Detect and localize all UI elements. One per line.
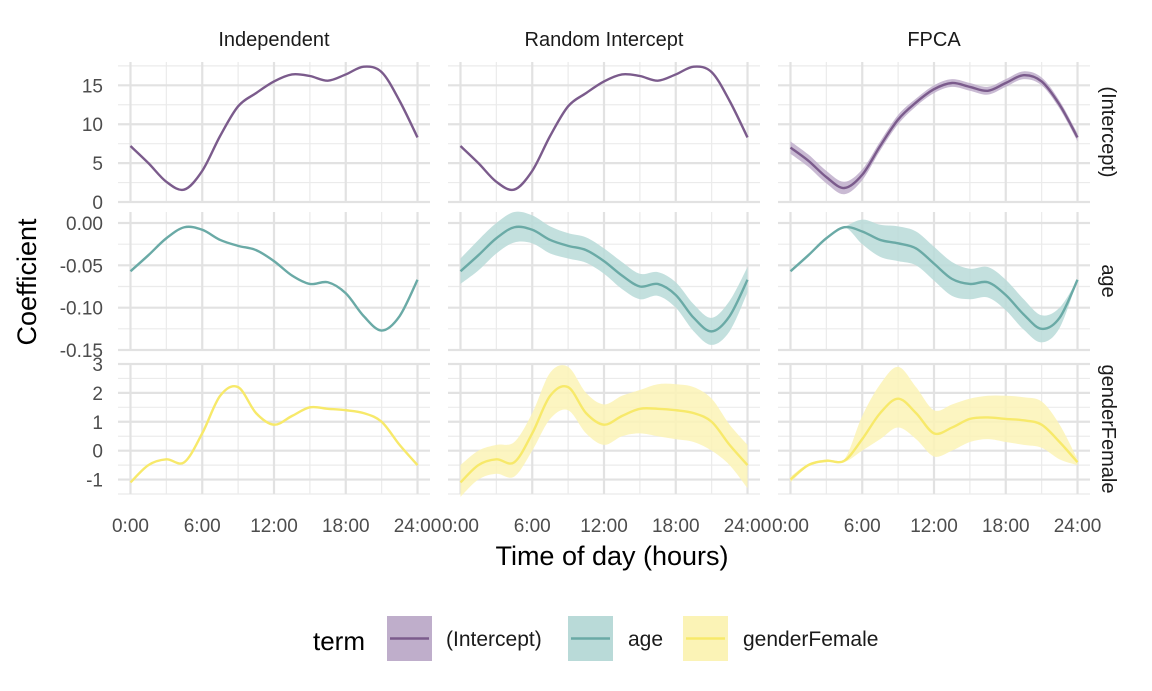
legend-item-intercept: (Intercept) xyxy=(387,616,542,661)
panel-fpca-age xyxy=(778,212,1090,352)
y-tick-label: 5 xyxy=(92,154,103,175)
legend-label-intercept: (Intercept) xyxy=(446,628,542,651)
y-tick-label: 0.00 xyxy=(66,214,103,235)
x-tick-label: 18:00 xyxy=(322,516,370,537)
confidence-band-fpca-age xyxy=(790,219,1078,343)
row-strip-age: age xyxy=(1097,264,1119,297)
x-tick-label: 0:00 xyxy=(442,516,479,537)
y-tick-label: 0 xyxy=(92,193,103,214)
column-strip-fpca: FPCA xyxy=(907,29,961,51)
x-tick-label: 6:00 xyxy=(844,516,881,537)
confidence-band-fpca-genderfemale xyxy=(790,366,1078,483)
y-axis-title: Coefficient xyxy=(12,218,42,346)
panel-independent-age xyxy=(118,212,430,352)
legend-title: term xyxy=(313,626,365,656)
x-tick-label: 18:00 xyxy=(982,516,1030,537)
x-tick-label: 24:00 xyxy=(1054,516,1102,537)
x-tick-label: 24:00 xyxy=(394,516,442,537)
series-line-independent-intercept xyxy=(129,65,419,192)
x-tick-label: 6:00 xyxy=(514,516,551,537)
series-line-fpca-age xyxy=(789,225,1079,331)
panel-fpca-intercept xyxy=(778,62,1090,204)
y-tick-label: 0 xyxy=(92,442,103,463)
row-strip-intercept: (Intercept) xyxy=(1097,86,1119,177)
x-tick-label: 12:00 xyxy=(580,516,628,537)
confidence-band-random-intercept-genderfemale xyxy=(460,365,748,497)
x-axis-title: Time of day (hours) xyxy=(495,541,728,571)
y-tick-label: 2 xyxy=(92,384,103,405)
series-line-independent-age xyxy=(129,225,419,332)
panel-random-intercept-genderfemale xyxy=(448,362,760,497)
legend: term (Intercept) age genderFemale xyxy=(313,616,878,661)
y-tick-label: -0.15 xyxy=(60,341,103,362)
series-line-random-intercept-genderfemale xyxy=(459,384,749,484)
panel-random-intercept-age xyxy=(448,211,760,352)
y-tick-label: 3 xyxy=(92,355,103,376)
row-strip-genderfemale: genderFemale xyxy=(1097,365,1119,494)
y-tick-label: -0.10 xyxy=(60,299,103,320)
column-strip-independent: Independent xyxy=(218,29,330,51)
panel-independent-intercept xyxy=(118,62,430,204)
series-line-random-intercept-age xyxy=(459,225,749,333)
series-line-independent-genderfemale xyxy=(129,384,419,484)
strip-labels-layer: (Intercept) age genderFemale Independent Ran… xyxy=(218,29,1119,493)
panel-independent-genderfemale xyxy=(118,362,430,495)
y-tick-label: 1 xyxy=(92,413,103,434)
x-tick-label: 0:00 xyxy=(112,516,149,537)
x-tick-label: 12:00 xyxy=(250,516,298,537)
series-line-fpca-genderfemale xyxy=(789,397,1079,481)
x-tick-label: 6:00 xyxy=(184,516,221,537)
x-tick-label: 12:00 xyxy=(910,516,958,537)
legend-label-age: age xyxy=(628,628,663,651)
legend-item-genderfemale: genderFemale xyxy=(683,616,878,661)
y-tick-label: -0.05 xyxy=(60,256,103,277)
x-tick-label: 18:00 xyxy=(652,516,700,537)
y-tick-label: 15 xyxy=(82,76,103,97)
panels-layer xyxy=(118,62,1090,497)
y-tick-label: -1 xyxy=(86,471,103,492)
x-tick-label: 0:00 xyxy=(772,516,809,537)
legend-label-genderfemale: genderFemale xyxy=(743,628,878,651)
series-line-fpca-intercept xyxy=(789,74,1079,190)
confidence-band-random-intercept-age xyxy=(460,211,748,345)
y-tick-label: 10 xyxy=(82,115,103,136)
legend-keys: (Intercept) age genderFemale xyxy=(387,616,878,661)
panel-fpca-genderfemale xyxy=(778,362,1090,495)
x-tick-label: 24:00 xyxy=(724,516,772,537)
panel-random-intercept-intercept xyxy=(448,62,760,204)
column-strip-random-intercept: Random Intercept xyxy=(525,29,684,51)
series-line-random-intercept-intercept xyxy=(459,65,749,192)
legend-item-age: age xyxy=(568,616,663,661)
